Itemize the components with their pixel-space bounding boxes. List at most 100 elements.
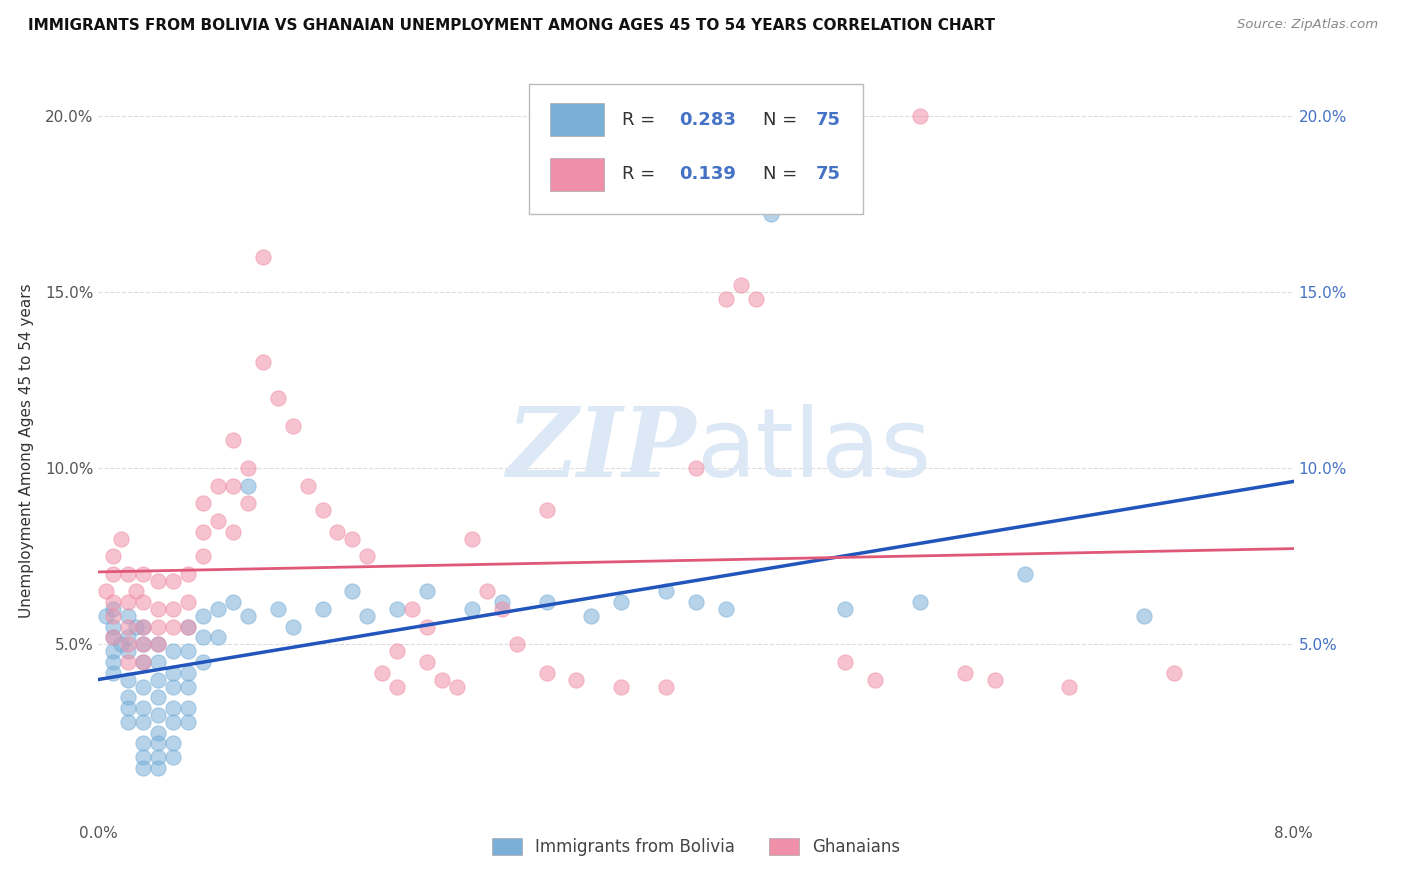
Point xyxy=(267,391,290,405)
Point xyxy=(685,595,707,609)
Point xyxy=(177,620,200,634)
Point xyxy=(236,479,259,493)
Point xyxy=(117,644,139,658)
Point xyxy=(222,433,245,447)
Point xyxy=(416,584,439,599)
Point xyxy=(984,673,1007,687)
Point xyxy=(132,655,155,669)
Point xyxy=(610,595,633,609)
Point xyxy=(110,637,132,651)
Point xyxy=(385,602,409,616)
Point xyxy=(581,609,603,624)
Point xyxy=(117,609,139,624)
Text: ZIP: ZIP xyxy=(506,403,696,498)
Point xyxy=(103,630,125,644)
Point xyxy=(132,655,155,669)
Point xyxy=(117,630,139,644)
Point xyxy=(132,680,155,694)
Point xyxy=(714,292,737,306)
Point xyxy=(132,595,155,609)
Point xyxy=(177,644,200,658)
Point xyxy=(475,584,498,599)
Point xyxy=(236,496,259,510)
Point xyxy=(252,355,274,369)
Point xyxy=(103,665,125,680)
Point xyxy=(177,680,200,694)
Point xyxy=(655,584,678,599)
Point xyxy=(148,620,170,634)
Text: N =: N = xyxy=(763,111,803,128)
Point xyxy=(267,602,290,616)
Point xyxy=(446,680,468,694)
Point xyxy=(132,761,155,775)
Point xyxy=(132,620,155,634)
Point xyxy=(162,701,184,715)
Point xyxy=(461,602,484,616)
Point xyxy=(132,620,155,634)
Point xyxy=(834,602,856,616)
Point xyxy=(356,609,378,624)
Point xyxy=(110,532,132,546)
Y-axis label: Unemployment Among Ages 45 to 54 years: Unemployment Among Ages 45 to 54 years xyxy=(20,283,34,618)
Point xyxy=(162,750,184,764)
Point xyxy=(162,644,184,658)
Point xyxy=(148,750,170,764)
Point xyxy=(342,532,364,546)
Point xyxy=(117,673,139,687)
Text: Source: ZipAtlas.com: Source: ZipAtlas.com xyxy=(1237,18,1378,31)
Point xyxy=(148,574,170,588)
Point xyxy=(430,673,453,687)
Point xyxy=(148,725,170,739)
Point xyxy=(103,655,125,669)
Point xyxy=(1059,680,1081,694)
Point xyxy=(342,584,364,599)
Point xyxy=(207,630,229,644)
Text: 75: 75 xyxy=(815,165,841,183)
Point xyxy=(191,549,214,564)
Point xyxy=(191,655,214,669)
Point xyxy=(385,680,409,694)
Point xyxy=(117,714,139,729)
Point xyxy=(252,250,274,264)
Point xyxy=(506,637,529,651)
Point xyxy=(714,602,737,616)
Point xyxy=(461,532,484,546)
Point xyxy=(207,479,229,493)
Point xyxy=(759,207,782,221)
Point xyxy=(177,701,200,715)
Point xyxy=(117,620,139,634)
Point xyxy=(103,644,125,658)
Point xyxy=(132,736,155,750)
Point xyxy=(536,503,558,517)
Point xyxy=(177,620,200,634)
Point xyxy=(356,549,378,564)
Point xyxy=(148,736,170,750)
Point xyxy=(655,680,678,694)
Point xyxy=(94,584,117,599)
Point xyxy=(117,690,139,705)
Point xyxy=(148,673,170,687)
Point xyxy=(685,461,707,475)
Point xyxy=(117,595,139,609)
Point xyxy=(953,665,976,680)
Point xyxy=(326,524,349,539)
Point xyxy=(103,566,125,581)
Point xyxy=(103,620,125,634)
Point xyxy=(162,665,184,680)
Point xyxy=(191,496,214,510)
Point xyxy=(162,680,184,694)
Point xyxy=(1163,665,1185,680)
Point xyxy=(222,524,245,539)
Point xyxy=(1133,609,1156,624)
FancyBboxPatch shape xyxy=(529,84,863,213)
Point xyxy=(103,602,125,616)
Point xyxy=(401,602,423,616)
Point xyxy=(117,566,139,581)
Point xyxy=(162,714,184,729)
Text: IMMIGRANTS FROM BOLIVIA VS GHANAIAN UNEMPLOYMENT AMONG AGES 45 TO 54 YEARS CORRE: IMMIGRANTS FROM BOLIVIA VS GHANAIAN UNEM… xyxy=(28,18,995,33)
Point xyxy=(191,524,214,539)
Point xyxy=(148,761,170,775)
Point xyxy=(162,574,184,588)
Point xyxy=(132,714,155,729)
Legend: Immigrants from Bolivia, Ghanaians: Immigrants from Bolivia, Ghanaians xyxy=(484,830,908,864)
